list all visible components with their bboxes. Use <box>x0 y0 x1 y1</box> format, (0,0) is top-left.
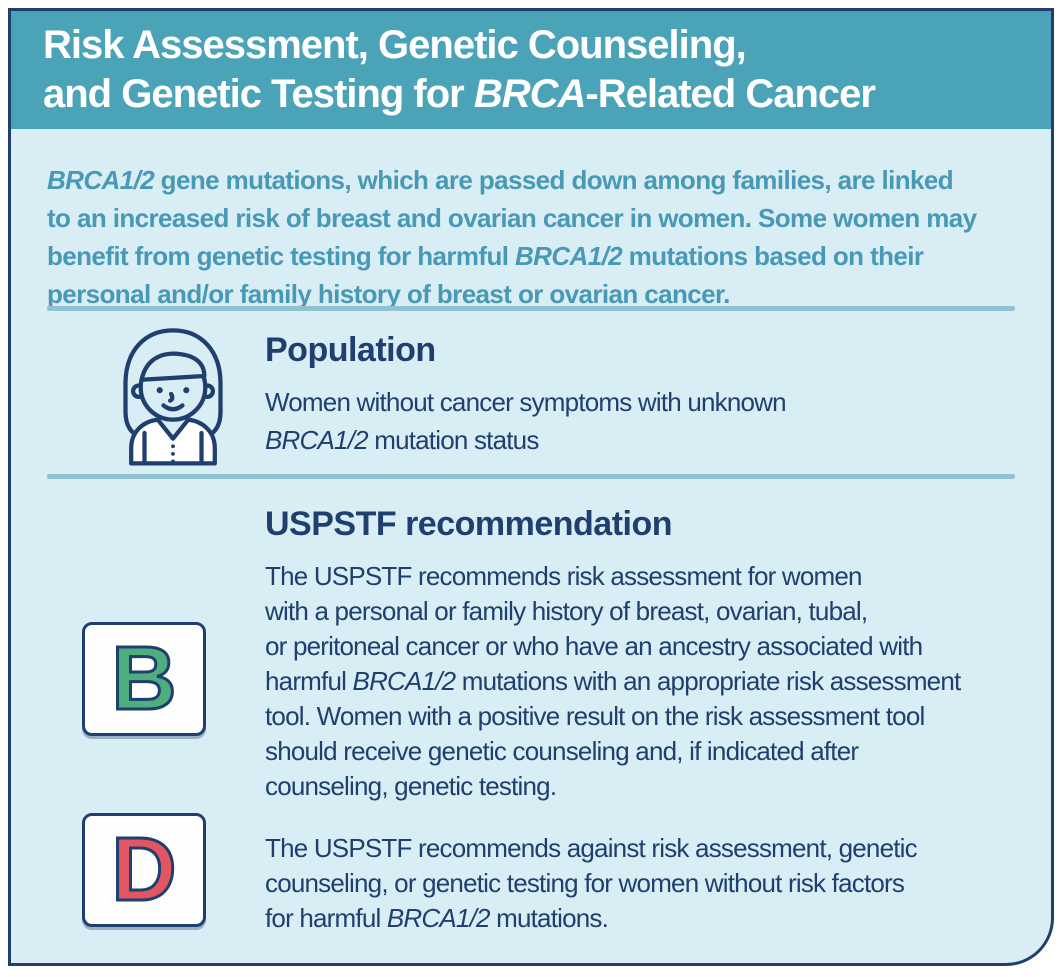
infographic-card: Risk Assessment, Genetic Counseling, and… <box>8 8 1054 966</box>
recommendation-heading: USPSTF recommendation <box>265 505 673 543</box>
woman-icon <box>123 328 223 466</box>
grade-b-box: B <box>82 622 206 736</box>
intro-text: BRCA1/2 gene mutations, which are passed… <box>47 165 977 309</box>
section-divider-top <box>47 306 1015 311</box>
grade-b-letter: B <box>110 629 178 729</box>
population-body: Women without cancer symptoms with unkno… <box>265 387 787 455</box>
grade-d-recommendation-text: The USPSTF recommends against risk asses… <box>265 833 918 933</box>
population-heading: Population <box>265 331 436 369</box>
header-banner: Risk Assessment, Genetic Counseling, and… <box>11 11 1051 129</box>
section-divider-bottom <box>47 474 1015 479</box>
grade-d-letter: D <box>110 820 178 920</box>
page-title: Risk Assessment, Genetic Counseling, and… <box>43 23 876 116</box>
grade-d-box: D <box>82 813 206 927</box>
grade-b-recommendation-text: The USPSTF recommends risk assessment fo… <box>265 561 961 801</box>
